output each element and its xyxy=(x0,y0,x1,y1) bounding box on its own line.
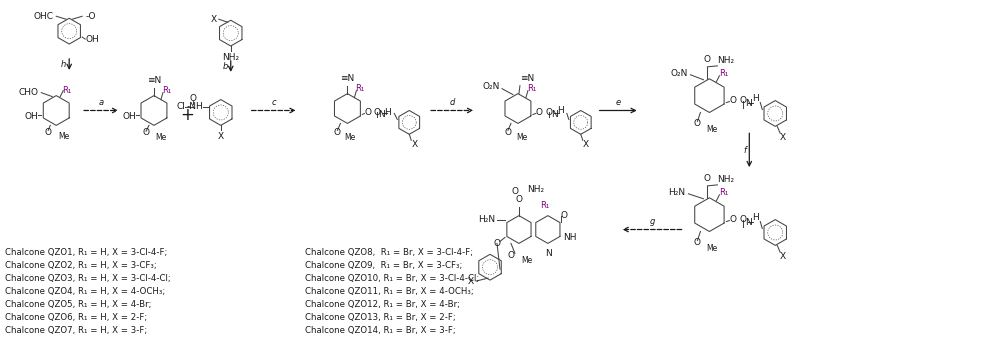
Text: OH: OH xyxy=(122,112,136,121)
Text: X: X xyxy=(211,15,217,24)
Text: H: H xyxy=(752,213,759,222)
Text: Me: Me xyxy=(344,133,356,142)
Text: CHO: CHO xyxy=(18,88,38,97)
Text: b: b xyxy=(222,62,228,71)
Text: Cl: Cl xyxy=(176,102,185,111)
Text: NH₂: NH₂ xyxy=(527,186,544,194)
Text: O: O xyxy=(494,239,501,248)
Text: H: H xyxy=(557,106,564,115)
Text: O: O xyxy=(545,108,552,117)
Text: O: O xyxy=(142,128,149,137)
Text: O: O xyxy=(729,96,736,105)
Text: ≡N: ≡N xyxy=(147,76,161,85)
Text: NH₂: NH₂ xyxy=(717,175,735,184)
Text: N: N xyxy=(746,99,752,108)
Text: Chalcone QZO13, R₁ = Br, X = 2-F;: Chalcone QZO13, R₁ = Br, X = 2-F; xyxy=(305,313,455,322)
Text: NH: NH xyxy=(563,233,576,242)
Text: NH₂: NH₂ xyxy=(717,56,735,65)
Text: O: O xyxy=(694,238,701,247)
Text: R₁: R₁ xyxy=(527,84,536,93)
Text: O: O xyxy=(45,128,52,137)
Text: O: O xyxy=(334,128,341,137)
Text: X: X xyxy=(780,252,786,261)
Text: R₁: R₁ xyxy=(719,188,729,197)
Text: Me: Me xyxy=(58,132,69,141)
Text: N: N xyxy=(545,249,552,258)
Text: NH₂: NH₂ xyxy=(222,53,239,62)
Text: O: O xyxy=(536,108,543,117)
Text: Chalcone QZO4, R₁ = H, X = 4-OCH₃;: Chalcone QZO4, R₁ = H, X = 4-OCH₃; xyxy=(5,287,166,296)
Text: Chalcone QZO11, R₁ = Br, X = 4-OCH₃;: Chalcone QZO11, R₁ = Br, X = 4-OCH₃; xyxy=(305,287,473,296)
Text: R₁: R₁ xyxy=(162,86,171,95)
Text: O: O xyxy=(374,108,381,117)
Text: e: e xyxy=(616,98,621,106)
Text: O: O xyxy=(740,96,747,105)
Text: g: g xyxy=(649,217,655,225)
Text: d: d xyxy=(449,98,455,106)
Text: R₁: R₁ xyxy=(355,84,365,93)
Text: -O: -O xyxy=(85,12,96,21)
Text: Me: Me xyxy=(521,256,532,265)
Text: -NH: -NH xyxy=(186,102,203,111)
Text: Chalcone QZO2, R₁ = H, X = 3-CF₃;: Chalcone QZO2, R₁ = H, X = 3-CF₃; xyxy=(5,261,157,270)
Text: a: a xyxy=(99,98,104,106)
Text: X: X xyxy=(583,140,589,149)
Text: X: X xyxy=(468,277,474,286)
Text: O: O xyxy=(189,94,196,103)
Text: H₂N: H₂N xyxy=(478,215,495,224)
Text: O: O xyxy=(504,128,511,137)
Text: Me: Me xyxy=(706,244,718,253)
Text: Chalcone QZO3, R₁ = H, X = 3-Cl-4-Cl;: Chalcone QZO3, R₁ = H, X = 3-Cl-4-Cl; xyxy=(5,274,171,283)
Text: Chalcone QZO8,  R₁ = Br, X = 3-Cl-4-F;: Chalcone QZO8, R₁ = Br, X = 3-Cl-4-F; xyxy=(305,248,473,257)
Text: Chalcone QZO7, R₁ = H, X = 3-F;: Chalcone QZO7, R₁ = H, X = 3-F; xyxy=(5,326,148,335)
Text: ≡N: ≡N xyxy=(340,74,355,83)
Text: O: O xyxy=(704,174,711,183)
Text: OH: OH xyxy=(25,112,38,121)
Text: c: c xyxy=(271,98,276,106)
Text: +: + xyxy=(180,106,194,124)
Text: O: O xyxy=(561,211,568,220)
Text: Chalcone QZO9,  R₁ = Br, X = 3-CF₃;: Chalcone QZO9, R₁ = Br, X = 3-CF₃; xyxy=(305,261,462,270)
Text: OHC: OHC xyxy=(33,12,53,21)
Text: Chalcone QZO6, R₁ = H, X = 2-F;: Chalcone QZO6, R₁ = H, X = 2-F; xyxy=(5,313,148,322)
Text: O: O xyxy=(740,215,747,224)
Text: Chalcone QZO10, R₁ = Br, X = 3-Cl-4-Cl;: Chalcone QZO10, R₁ = Br, X = 3-Cl-4-Cl; xyxy=(305,274,479,283)
Text: R₁: R₁ xyxy=(62,86,71,95)
Text: H₂N: H₂N xyxy=(668,188,685,197)
Text: O: O xyxy=(512,187,519,196)
Text: Chalcone QZO12, R₁ = Br, X = 4-Br;: Chalcone QZO12, R₁ = Br, X = 4-Br; xyxy=(305,300,460,309)
Text: ≡N: ≡N xyxy=(520,74,534,83)
Text: N: N xyxy=(551,110,558,119)
Text: X: X xyxy=(218,132,224,141)
Text: O: O xyxy=(694,119,701,128)
Text: Chalcone QZO1, R₁ = H, X = 3-Cl-4-F;: Chalcone QZO1, R₁ = H, X = 3-Cl-4-F; xyxy=(5,248,168,257)
Text: Chalcone QZO14, R₁ = Br, X = 3-F;: Chalcone QZO14, R₁ = Br, X = 3-F; xyxy=(305,326,455,335)
Text: h: h xyxy=(61,60,66,69)
Text: Chalcone QZO5, R₁ = H, X = 4-Br;: Chalcone QZO5, R₁ = H, X = 4-Br; xyxy=(5,300,152,309)
Text: f: f xyxy=(743,146,746,155)
Text: Me: Me xyxy=(516,133,527,142)
Text: O: O xyxy=(515,195,522,204)
Text: R₁: R₁ xyxy=(719,69,729,78)
Text: X: X xyxy=(780,133,786,142)
Text: H: H xyxy=(752,94,759,103)
Text: H: H xyxy=(384,108,391,117)
Text: Me: Me xyxy=(155,133,166,142)
Text: R₁: R₁ xyxy=(540,201,549,210)
Text: O₂N: O₂N xyxy=(483,82,500,91)
Text: N: N xyxy=(746,218,752,227)
Text: O: O xyxy=(729,215,736,224)
Text: X: X xyxy=(411,140,417,149)
Text: N: N xyxy=(379,110,385,119)
Text: O₂N: O₂N xyxy=(670,69,687,78)
Text: OH: OH xyxy=(85,34,99,44)
Text: O: O xyxy=(507,251,514,260)
Text: O: O xyxy=(364,108,371,117)
Text: Me: Me xyxy=(706,125,718,134)
Text: O: O xyxy=(704,55,711,64)
